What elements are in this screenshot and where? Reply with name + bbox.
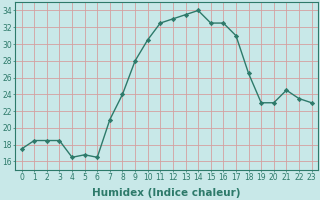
X-axis label: Humidex (Indice chaleur): Humidex (Indice chaleur): [92, 188, 241, 198]
